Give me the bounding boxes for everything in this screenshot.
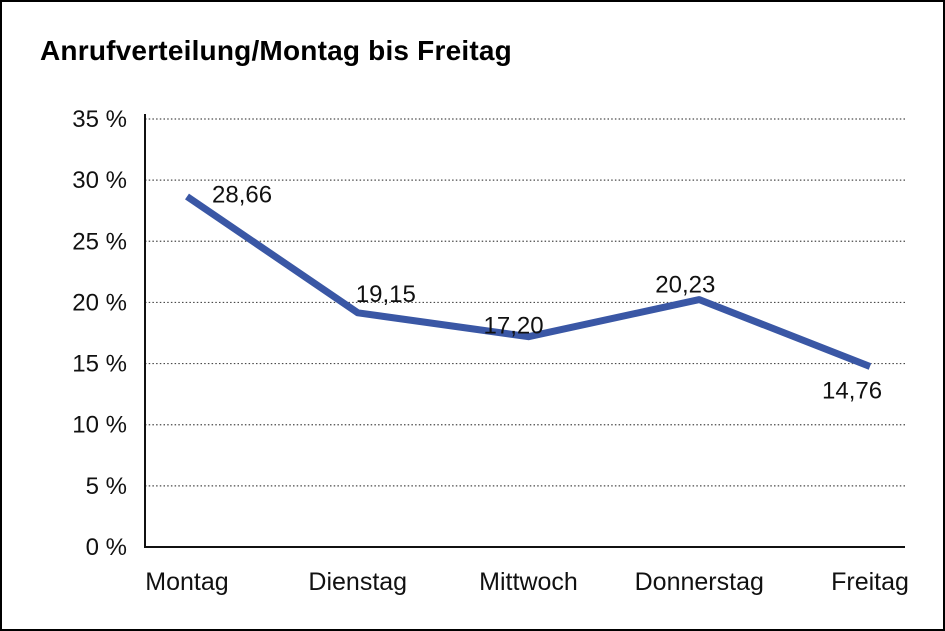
y-axis-tick-label: 20 %: [72, 289, 127, 316]
data-series-line: [187, 197, 870, 367]
data-point-label: 28,66: [212, 182, 272, 209]
x-axis-category-label: Donnerstag: [635, 568, 764, 596]
x-axis-category-label: Dienstag: [308, 568, 407, 596]
data-point-label: 17,20: [484, 313, 544, 340]
y-axis-tick-label: 5 %: [86, 473, 127, 500]
data-point-label: 14,76: [822, 378, 882, 405]
y-axis-tick-label: 0 %: [86, 534, 127, 561]
x-axis-category-label: Freitag: [831, 568, 909, 596]
data-point-label: 20,23: [655, 272, 715, 299]
data-point-label: 19,15: [356, 281, 416, 308]
y-axis-tick-label: 15 %: [72, 351, 127, 378]
y-axis-tick-label: 25 %: [72, 228, 127, 255]
chart-frame: Anrufverteilung/Montag bis Freitag 35 %3…: [0, 0, 945, 631]
y-axis-tick-label: 35 %: [72, 106, 127, 133]
y-axis-tick-label: 10 %: [72, 412, 127, 439]
x-axis-category-label: Montag: [145, 568, 228, 596]
y-axis-tick-label: 30 %: [72, 167, 127, 194]
x-axis-category-label: Mittwoch: [479, 568, 578, 596]
line-chart: 35 % 30 % 25 % 20 % 15 % 10 % 5 % 0 % Montag Dien…: [2, 2, 945, 631]
